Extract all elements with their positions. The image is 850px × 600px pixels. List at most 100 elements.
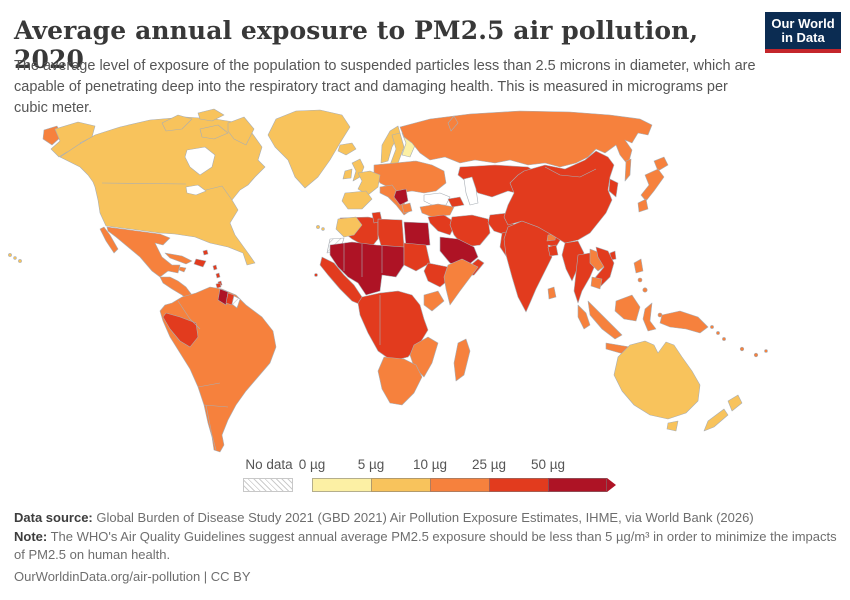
black-sea	[423, 192, 451, 206]
region-arctic-island-2[interactable]	[197, 108, 225, 122]
region-philippines[interactable]	[633, 258, 644, 274]
owid-logo[interactable]: Our World in Data	[765, 12, 841, 53]
region-tasmania[interactable]	[666, 420, 679, 432]
region-arctic-island-3[interactable]	[199, 124, 229, 140]
region-bangladesh[interactable]	[547, 244, 559, 257]
legend-no-data-label: No data	[245, 457, 293, 472]
region-canary-islands-2[interactable]	[321, 227, 325, 231]
region-korea[interactable]	[608, 178, 619, 198]
region-fiji-2[interactable]	[764, 349, 768, 353]
region-australia[interactable]	[613, 340, 701, 420]
region-iberia[interactable]	[341, 190, 373, 210]
data-source-label: Data source:	[14, 510, 93, 525]
region-russia[interactable]	[399, 110, 653, 168]
region-baffin-island[interactable]	[227, 116, 255, 146]
legend-swatch-50-plus[interactable]	[548, 478, 607, 492]
region-egypt[interactable]	[403, 221, 431, 248]
legend-tick-10: 10 µg	[412, 457, 448, 472]
region-trinidad[interactable]	[215, 282, 222, 289]
region-france[interactable]	[357, 170, 381, 196]
region-peru[interactable]	[162, 312, 199, 348]
region-cape-verde[interactable]	[314, 273, 318, 277]
region-madagascar[interactable]	[453, 338, 471, 382]
map-legend: No data 0 µg 5 µg 10 µg 25 µg 50 µg	[0, 455, 850, 500]
region-solomons-3[interactable]	[722, 337, 726, 341]
region-jamaica[interactable]	[178, 266, 187, 273]
region-japan-kyushu[interactable]	[637, 198, 649, 213]
legend-tick-0: 0 µg	[298, 457, 326, 472]
region-kenya[interactable]	[423, 290, 445, 312]
region-antilles-2[interactable]	[215, 272, 221, 279]
region-iceland[interactable]	[337, 142, 357, 156]
africa-borders	[343, 243, 405, 345]
region-balkans-dark[interactable]	[393, 188, 409, 206]
region-philippines-3[interactable]	[642, 287, 648, 293]
region-antilles-1[interactable]	[212, 264, 218, 271]
region-syria-iraq[interactable]	[427, 214, 457, 236]
footer-url[interactable]: OurWorldinData.org/air-pollution | CC BY	[14, 569, 251, 584]
owid-logo-line1: Our World	[771, 15, 835, 31]
region-borneo[interactable]	[614, 294, 641, 322]
region-japan-honshu[interactable]	[640, 168, 665, 202]
hudson-bay	[184, 146, 216, 176]
region-baja-california[interactable]	[99, 226, 119, 254]
region-sulawesi[interactable]	[642, 302, 657, 332]
great-lakes	[185, 184, 207, 196]
region-guyana[interactable]	[217, 288, 229, 306]
region-hispaniola[interactable]	[193, 258, 207, 268]
region-arctic-island-1[interactable]	[161, 114, 193, 132]
region-novaya-zemlya[interactable]	[447, 115, 459, 132]
legend-tick-25: 25 µg	[471, 457, 507, 472]
region-sakhalin[interactable]	[624, 158, 632, 182]
legend-tick-50: 50 µg	[530, 457, 566, 472]
region-iran[interactable]	[449, 214, 491, 248]
region-hawaii-3[interactable]	[18, 259, 22, 263]
region-sumatra[interactable]	[587, 300, 623, 340]
region-new-zealand-north[interactable]	[727, 394, 743, 412]
region-bahamas[interactable]	[202, 249, 209, 256]
region-libya[interactable]	[377, 218, 405, 250]
region-caucasus[interactable]	[447, 196, 465, 208]
region-solomons-1[interactable]	[710, 325, 714, 329]
region-sri-lanka[interactable]	[547, 286, 557, 300]
region-french-guiana-no-data[interactable]	[231, 295, 241, 309]
region-canary-islands[interactable]	[316, 225, 320, 229]
legend-swatch-10-25[interactable]	[430, 478, 489, 492]
region-somalia[interactable]	[443, 258, 479, 306]
region-japan-hokkaido[interactable]	[653, 156, 669, 172]
legend-swatch-25-50[interactable]	[489, 478, 548, 492]
legend-tick-5: 5 µg	[357, 457, 385, 472]
region-greenland[interactable]	[267, 109, 351, 189]
legend-swatch-0-5[interactable]	[312, 478, 371, 492]
region-hawaii-2[interactable]	[13, 256, 17, 260]
region-mexico[interactable]	[106, 226, 181, 278]
region-philippines-2[interactable]	[637, 277, 643, 283]
region-sudan[interactable]	[403, 242, 431, 272]
owid-logo-line2: in Data	[781, 29, 825, 45]
legend-swatch-5-10[interactable]	[371, 478, 430, 492]
region-vanuatu[interactable]	[739, 346, 745, 352]
region-morocco[interactable]	[335, 216, 363, 238]
region-new-guinea[interactable]	[659, 310, 709, 334]
region-suriname[interactable]	[225, 292, 235, 306]
caspian-sea	[463, 176, 479, 206]
legend-no-data-swatch[interactable]	[243, 478, 293, 492]
region-new-zealand-south[interactable]	[703, 408, 729, 432]
region-malay-peninsula[interactable]	[577, 304, 591, 330]
region-saudi-arabia[interactable]	[439, 236, 479, 268]
region-myanmar[interactable]	[561, 240, 585, 282]
region-sahel-band[interactable]	[329, 241, 405, 296]
region-fiji[interactable]	[753, 352, 759, 358]
region-cuba[interactable]	[164, 252, 193, 265]
region-southern-africa[interactable]	[377, 356, 423, 406]
region-turkey[interactable]	[419, 203, 455, 218]
region-solomons-2[interactable]	[716, 331, 720, 335]
note-text: The WHO's Air Quality Guidelines suggest…	[14, 529, 837, 562]
region-greece[interactable]	[401, 202, 413, 214]
map-svg	[8, 108, 768, 453]
region-cambodia[interactable]	[590, 276, 603, 290]
region-south-america[interactable]	[159, 286, 277, 453]
region-hawaii[interactable]	[8, 253, 12, 257]
region-ireland[interactable]	[342, 168, 353, 180]
